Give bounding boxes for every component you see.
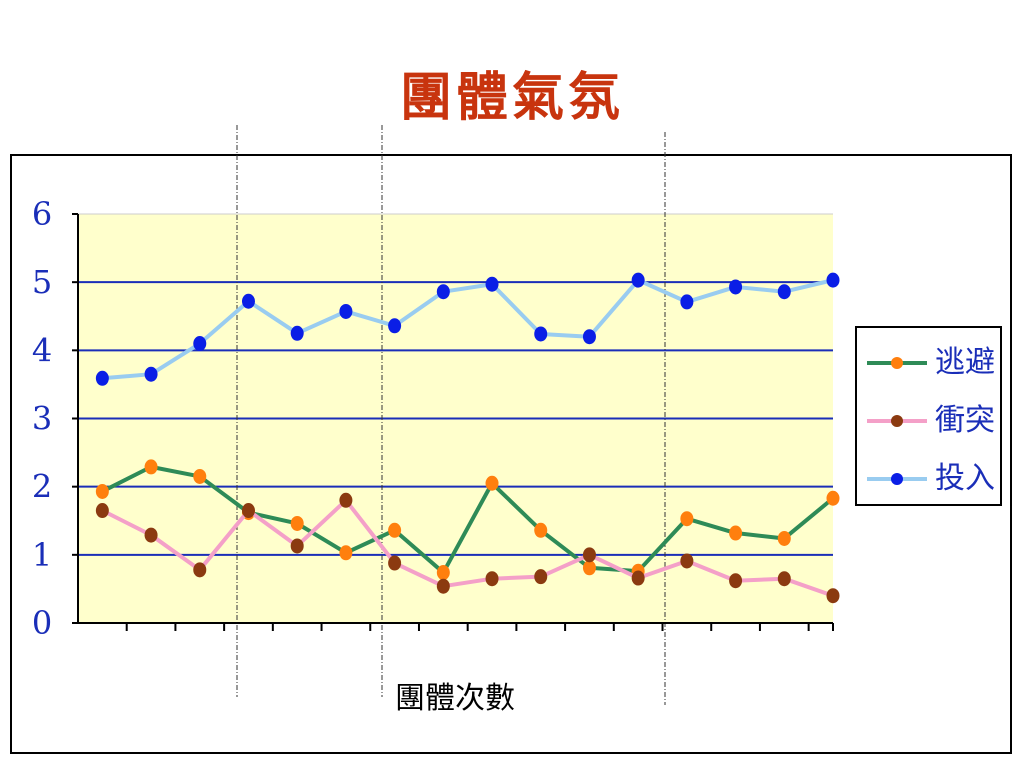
data-point [95,483,109,499]
series-line [101,498,834,598]
x-axis-label: 團體次數 [395,681,515,716]
data-point [388,522,402,538]
series-line [102,278,834,381]
data-point [485,571,499,587]
data-point [582,547,596,563]
data-point [631,272,645,288]
data-point [241,293,255,309]
data-point [582,329,596,345]
data-point [388,555,402,571]
data-point [144,527,158,543]
legend: 逃避 衝突 投入 [855,326,1002,506]
data-point [777,571,791,587]
axes [72,213,834,631]
data-point [680,511,694,527]
legend-label-avoidance: 逃避 [935,345,995,380]
gridlines [78,213,833,556]
y-tick-label: 3 [32,400,52,438]
data-point [339,492,353,508]
legend-label-engagement: 投入 [935,461,995,496]
legend-item-conflict: 衝突 [865,401,1000,441]
series-0 [95,459,840,581]
data-point [193,562,207,578]
data-point [729,573,743,589]
data-point [582,560,596,576]
y-tick-label: 6 [32,195,52,233]
chart-title: 團體氣氛 [399,67,624,128]
data-point [631,570,645,586]
legend-label-conflict: 衝突 [935,403,995,438]
y-tick-label: 1 [32,536,52,574]
phase-dividers [236,125,666,705]
y-tick-label: 2 [32,468,52,506]
data-point [534,522,548,538]
data-point [144,459,158,475]
series-layer [95,272,840,604]
data-point [777,284,791,300]
y-tick-labels: 0 1 2 3 4 5 6 [32,195,52,642]
series-line [101,464,835,575]
data-point [729,525,743,541]
data-point [826,588,840,604]
data-point [144,366,158,382]
data-point [534,326,548,342]
data-point [388,318,402,334]
data-point [680,294,694,310]
series-2 [95,272,840,386]
legend-swatch-avoidance [867,357,927,369]
data-point [777,530,791,546]
data-point [290,325,304,341]
data-point [826,272,840,288]
data-point [485,475,499,491]
chart-frame [10,154,1012,754]
data-point [290,538,304,554]
data-point [436,284,450,300]
y-tick-label: 4 [32,331,52,369]
legend-swatch-conflict [867,415,927,427]
series-1 [95,492,840,604]
data-point [729,279,743,295]
data-point [826,490,840,506]
data-point [436,565,450,581]
y-tick-label: 5 [32,263,52,301]
legend-item-engagement: 投入 [865,459,1000,499]
data-point [680,553,694,569]
legend-item-avoidance: 逃避 [865,343,1000,383]
y-tick-label: 0 [32,604,52,642]
data-point [95,370,109,386]
data-point [339,545,353,561]
data-point [534,569,548,585]
data-point [436,578,450,594]
data-point [193,468,207,484]
data-point [290,515,304,531]
data-point [339,303,353,319]
data-point [485,276,499,292]
data-point [95,503,109,519]
data-point [241,503,255,519]
data-point [193,336,207,352]
legend-swatch-engagement [867,473,927,485]
